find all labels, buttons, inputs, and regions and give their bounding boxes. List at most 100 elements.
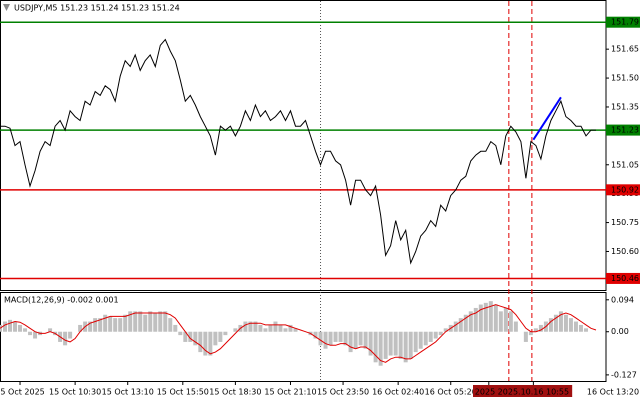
macd-bar [208, 331, 213, 356]
macd-bar [173, 324, 178, 332]
macd-bar [223, 331, 228, 336]
y-tick-label: 151.05 [611, 160, 639, 169]
macd-bar [383, 331, 388, 359]
macd-bar [413, 331, 418, 353]
macd-bar [23, 328, 28, 332]
macd-bar [243, 321, 248, 332]
macd-bar [293, 328, 298, 332]
macd-bar [128, 311, 133, 332]
y-tick-label: 0.094 [611, 295, 634, 304]
macd-bar [473, 307, 478, 332]
macd-bar [268, 324, 273, 332]
macd-bar [388, 331, 393, 356]
y-tick-label: 150.75 [611, 218, 639, 227]
macd-bar [148, 311, 153, 332]
x-tick-label: 15 Oct 10:30 [49, 388, 101, 397]
macd-bar [368, 331, 373, 356]
x-tick-label: 16 Oct 05:20 [425, 388, 477, 397]
macd-bar [553, 314, 558, 332]
macd-bar [378, 331, 383, 366]
macd-bar [328, 331, 333, 346]
macd-bar [318, 331, 323, 346]
x-tick-highlight [494, 385, 573, 397]
macd-bar [213, 331, 218, 346]
macd-bar [233, 328, 238, 332]
macd-bar [573, 321, 578, 332]
macd-bar [313, 331, 318, 339]
macd-bar [468, 311, 473, 332]
macd-bar [443, 328, 448, 332]
symbol-icon [3, 4, 10, 11]
x-tick-label: 15 Oct 18:30 [209, 388, 261, 397]
macd-bar [568, 318, 573, 332]
macd-bar [18, 324, 23, 332]
level-label: 151.79 [611, 18, 639, 27]
macd-bar [578, 324, 583, 332]
macd-bar [258, 324, 263, 332]
signal-line [0, 304, 597, 363]
macd-bar [163, 311, 168, 332]
macd-bar [193, 331, 198, 346]
macd-bar [408, 331, 413, 359]
macd-bar [548, 318, 553, 332]
macd-bar [113, 318, 118, 332]
price-panel-frame [0, 0, 607, 291]
macd-bar [418, 331, 423, 349]
macd-bar [3, 321, 8, 332]
macd-bar [523, 331, 528, 342]
macd-bar [88, 321, 93, 332]
macd-bar [483, 302, 488, 332]
level-label: 151.23 [611, 126, 639, 135]
macd-bar [533, 328, 538, 332]
macd-bar [393, 331, 398, 356]
macd-bar [98, 318, 103, 332]
macd-bar [373, 331, 378, 363]
x-tick-label: 15 Oct 13:10 [102, 388, 154, 397]
macd-bar [433, 331, 438, 339]
macd-bar [283, 328, 288, 332]
macd-bar [583, 328, 588, 332]
macd-bar [403, 331, 408, 363]
macd-panel-frame [0, 292, 607, 382]
y-tick-label: 150.60 [611, 247, 639, 256]
macd-bar [273, 321, 278, 332]
macd-bar [133, 311, 138, 332]
macd-bar [153, 313, 158, 332]
y-tick-label: -0.127 [611, 370, 637, 379]
macd-bar [338, 331, 343, 342]
macd-bar [503, 307, 508, 332]
macd-bar [63, 331, 68, 346]
macd-bar [508, 311, 513, 332]
macd-bar [493, 304, 498, 332]
macd-bar [343, 331, 348, 346]
macd-bar [263, 328, 268, 332]
macd-bar [183, 331, 188, 342]
macd-bar [478, 304, 483, 332]
macd-bar [423, 331, 428, 346]
x-tick-label: 15 Oct 2025 [0, 388, 45, 397]
macd-bar [398, 331, 403, 359]
level-label-box [606, 272, 640, 284]
y-tick-label: 151.65 [611, 45, 639, 54]
price-line [0, 38, 596, 265]
macd-bar [333, 331, 338, 342]
macd-bar [248, 321, 253, 332]
macd-bar [558, 311, 563, 332]
macd-bar [438, 331, 443, 336]
level-label: 150.46 [611, 274, 639, 283]
x-tick-label: 15 Oct 21:10 [264, 388, 316, 397]
x-tick-label: 16 Oct 02:40 [372, 388, 424, 397]
y-tick-label: 151.50 [611, 74, 639, 83]
x-tick-label: 2025.1 [475, 388, 503, 397]
macd-bar [13, 321, 18, 332]
macd-bar [218, 331, 223, 342]
macd-bar [168, 318, 173, 332]
macd-bar [143, 314, 148, 332]
macd-bar [353, 331, 358, 349]
macd-bar [428, 331, 433, 342]
macd-bar [178, 331, 183, 336]
macd-bar [48, 328, 53, 332]
macd-bar [78, 324, 83, 332]
